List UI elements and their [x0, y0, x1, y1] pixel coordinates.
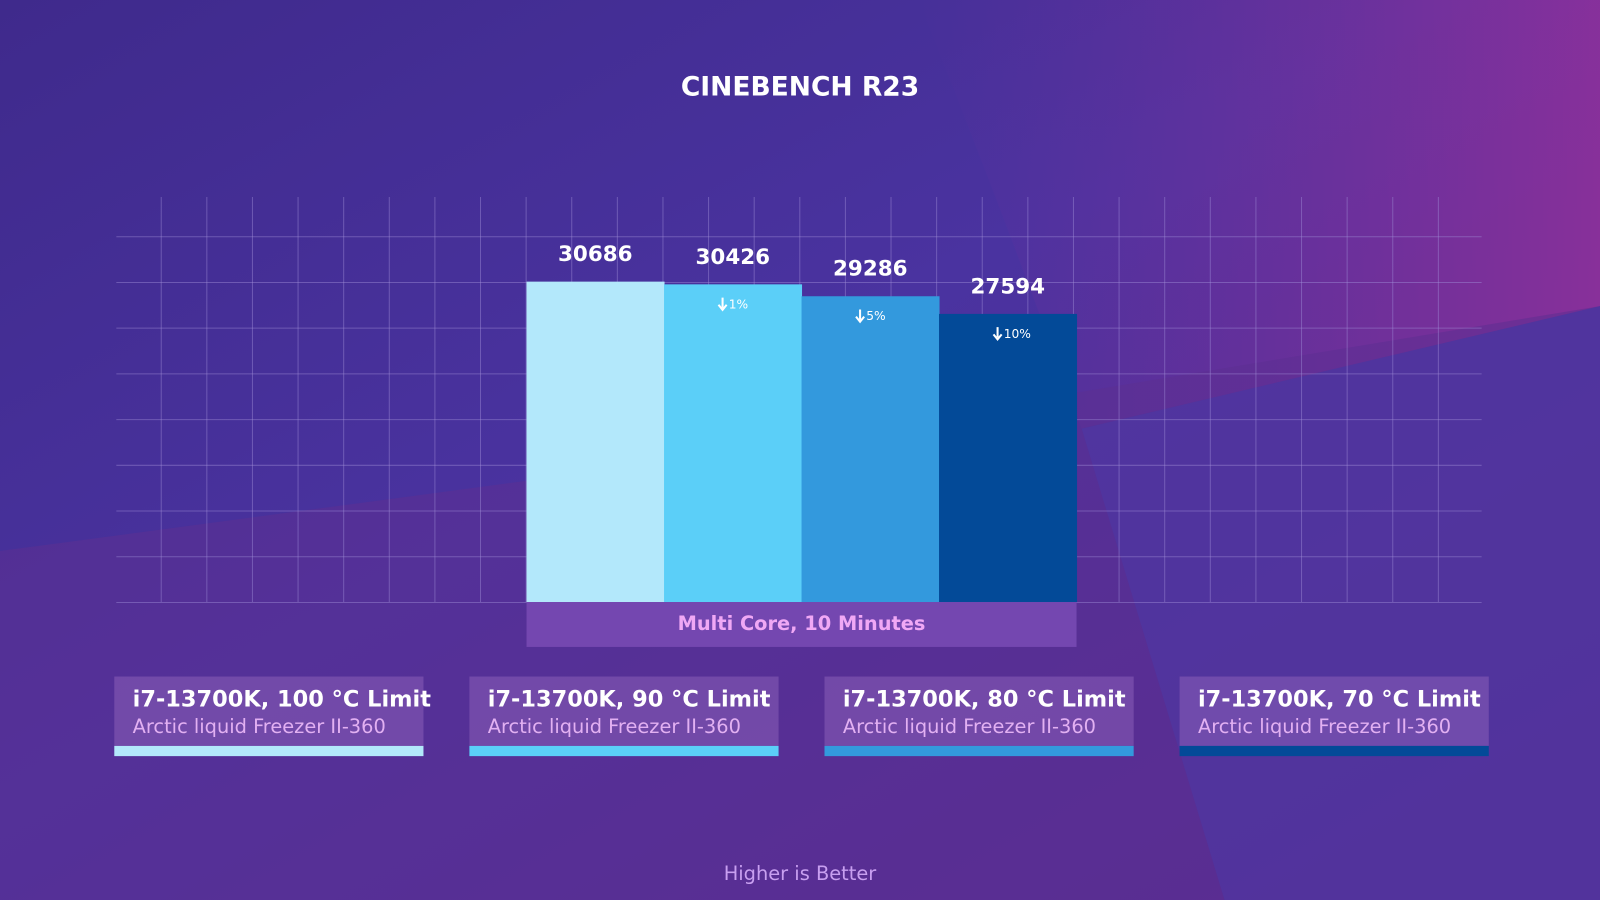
legend-swatch [114, 745, 424, 757]
legend-box [1179, 676, 1489, 746]
legend-name: i7-13700K, 90 °C Limit [488, 687, 771, 713]
legend-cooler: Arctic liquid Freezer II-360 [1198, 715, 1451, 738]
legend-swatch [824, 745, 1134, 757]
value-label: 30426 [696, 245, 770, 270]
legend-cooler: Arctic liquid Freezer II-360 [133, 715, 386, 738]
legend-cooler: Arctic liquid Freezer II-360 [488, 715, 741, 738]
drop-label: 5% [866, 309, 885, 323]
value-label: 29286 [833, 257, 907, 282]
legend-swatch [1179, 745, 1489, 757]
legend-box [114, 676, 424, 746]
legend-swatch [469, 745, 779, 757]
legend-name: i7-13700K, 70 °C Limit [1198, 687, 1481, 713]
down-arrow [992, 327, 1003, 342]
down-arrow [717, 297, 728, 312]
legend-box [469, 676, 779, 746]
drop-label: 1% [729, 297, 748, 311]
legend-cooler: Arctic liquid Freezer II-360 [843, 715, 1096, 738]
x-tick-label: Multi Core, 10 Minutes [678, 612, 926, 635]
chart-title: CINEBENCH R23 [681, 71, 919, 102]
bar [526, 281, 665, 603]
down-arrow [855, 309, 865, 324]
bar [664, 284, 803, 603]
legend-name: i7-13700K, 80 °C Limit [843, 687, 1126, 713]
value-label: 30686 [558, 242, 632, 267]
legend-box [824, 676, 1134, 746]
background-shape [918, 0, 1600, 429]
bar [801, 296, 940, 603]
note: Higher is Better [724, 862, 877, 885]
category-box [526, 602, 1077, 647]
drop-label: 10% [1004, 327, 1031, 341]
legend-name: i7-13700K, 100 °C Limit [133, 687, 432, 713]
value-label: 27594 [971, 274, 1045, 299]
bar [939, 313, 1078, 603]
